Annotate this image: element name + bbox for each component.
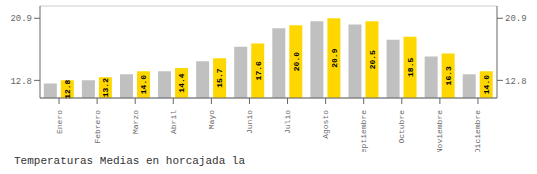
svg-text:20.9: 20.9 — [505, 14, 527, 24]
svg-text:Julio: Julio — [283, 110, 292, 134]
svg-text:17.6: 17.6 — [254, 61, 263, 80]
svg-text:14.0: 14.0 — [482, 75, 491, 94]
svg-text:Mayo: Mayo — [207, 110, 216, 129]
svg-text:Febrero: Febrero — [93, 110, 102, 144]
svg-text:Agosto: Agosto — [321, 110, 330, 139]
svg-text:Octubre: Octubre — [397, 110, 406, 144]
svg-text:20.5: 20.5 — [368, 50, 377, 69]
svg-text:16.3: 16.3 — [444, 66, 453, 85]
svg-text:Noviembre: Noviembre — [435, 110, 444, 152]
svg-text:Enero: Enero — [55, 110, 64, 134]
svg-text:14.0: 14.0 — [139, 75, 148, 94]
svg-text:12.8: 12.8 — [505, 77, 527, 87]
svg-text:12.8: 12.8 — [63, 79, 72, 98]
svg-text:18.5: 18.5 — [406, 58, 415, 77]
svg-text:Septiembre: Septiembre — [359, 110, 368, 152]
svg-text:20.0: 20.0 — [292, 52, 301, 71]
svg-text:15.7: 15.7 — [215, 68, 224, 87]
svg-text:14.4: 14.4 — [177, 73, 186, 92]
svg-text:Marzo: Marzo — [131, 110, 140, 134]
svg-text:13.2: 13.2 — [101, 78, 110, 97]
svg-text:20.9: 20.9 — [330, 48, 339, 67]
svg-text:12.8: 12.8 — [10, 77, 32, 87]
svg-text:Diciembre: Diciembre — [473, 110, 482, 152]
svg-text:20.9: 20.9 — [10, 14, 32, 24]
html-text:Temperaturas Medias en horcaja: Temperaturas Medias en horcajada la — [14, 155, 245, 167]
svg-text:Junio: Junio — [245, 110, 254, 134]
svg-text:Abril: Abril — [169, 110, 178, 134]
